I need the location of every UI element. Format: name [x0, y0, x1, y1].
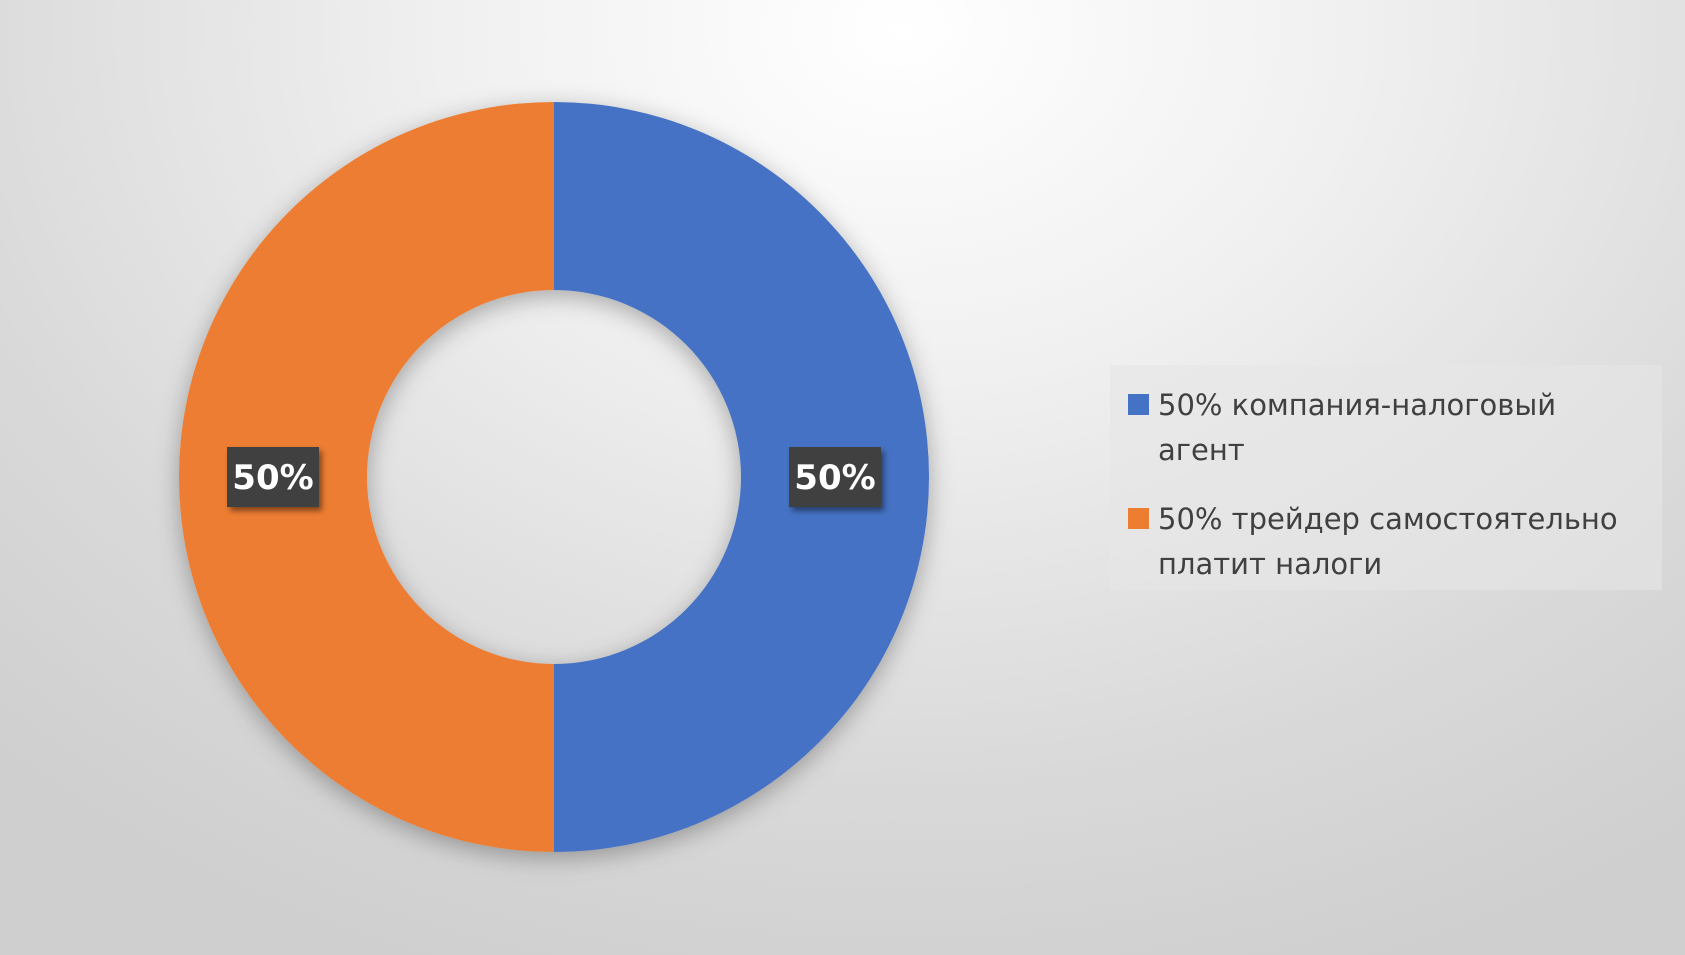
data-labels: 50% 50%	[227, 447, 881, 507]
legend-label: 50% компания-налоговый агент	[1158, 388, 1557, 467]
legend: 50% компания-налоговый агент 50% трейдер …	[1110, 365, 1662, 590]
legend-item: 50% компания-налоговый агент	[1128, 383, 1646, 473]
data-label-box	[227, 447, 319, 507]
data-label: 50%	[232, 458, 313, 498]
data-label: 50%	[794, 458, 875, 498]
donut-segment	[179, 102, 554, 852]
legend-label: 50% трейдер самостоятельно платит налоги	[1158, 502, 1618, 581]
legend-item: 50% трейдер самостоятельно платит налоги	[1128, 497, 1646, 587]
donut-segment	[554, 102, 929, 852]
legend-swatch	[1128, 508, 1149, 529]
data-label-box	[789, 447, 881, 507]
donut	[179, 102, 929, 852]
legend-swatch	[1128, 394, 1149, 415]
